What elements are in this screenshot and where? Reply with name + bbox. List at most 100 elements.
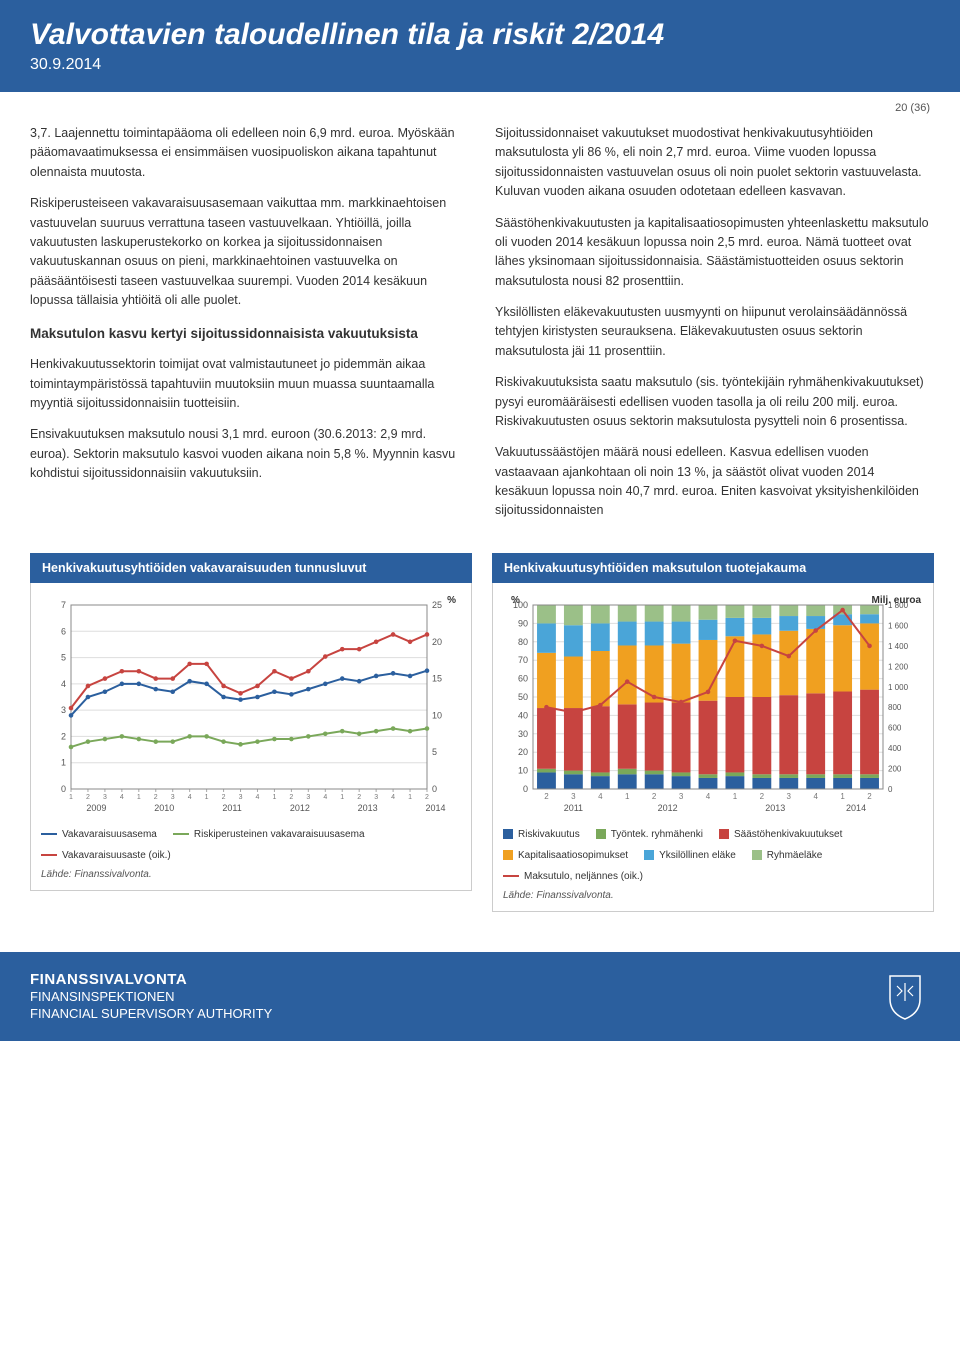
svg-text:6: 6 (61, 626, 66, 636)
left-column: 3,7. Laajennettu toimintapääoma oli edel… (30, 124, 465, 533)
svg-text:4: 4 (61, 679, 66, 689)
svg-text:4: 4 (706, 792, 711, 801)
svg-text:2009: 2009 (86, 803, 106, 813)
svg-text:0: 0 (61, 784, 66, 794)
legend-item: Ryhmäeläke (752, 850, 823, 861)
svg-text:5: 5 (432, 747, 437, 757)
svg-text:5: 5 (61, 652, 66, 662)
header-bar: Valvottavien taloudellinen tila ja riski… (0, 0, 960, 92)
svg-text:4: 4 (188, 794, 192, 801)
svg-text:20: 20 (518, 747, 528, 757)
svg-text:2013: 2013 (765, 803, 785, 813)
svg-text:1: 1 (625, 792, 630, 801)
svg-text:2010: 2010 (154, 803, 174, 813)
svg-text:3: 3 (239, 794, 243, 801)
svg-text:80: 80 (518, 637, 528, 647)
chart1-svg: 012345670510152025%123412341234123412341… (41, 593, 461, 823)
para: Riskivakuutuksista saatu maksutulo (sis.… (495, 373, 930, 431)
svg-text:2014: 2014 (425, 803, 445, 813)
legend-item: Säästöhenkivakuutukset (719, 829, 842, 840)
svg-text:2: 2 (652, 792, 657, 801)
svg-text:1: 1 (205, 794, 209, 801)
svg-text:2: 2 (61, 731, 66, 741)
chart2-source: Lähde: Finanssivalvonta. (503, 890, 923, 901)
svg-text:4: 4 (391, 794, 395, 801)
svg-text:3: 3 (61, 705, 66, 715)
legend-item: Kapitalisaatiosopimukset (503, 850, 628, 861)
legend-item: Riskivakuutus (503, 829, 580, 840)
svg-text:1: 1 (840, 792, 845, 801)
svg-text:3: 3 (679, 792, 684, 801)
charts-row: Henkivakuutusyhtiöiden vakavaraisuuden t… (0, 553, 960, 932)
svg-text:3: 3 (787, 792, 792, 801)
svg-text:4: 4 (120, 794, 124, 801)
svg-text:1: 1 (340, 794, 344, 801)
svg-text:0: 0 (432, 784, 437, 794)
svg-text:2: 2 (760, 792, 765, 801)
para: Yksilöllisten eläkevakuutusten uusmyynti… (495, 303, 930, 361)
svg-text:7: 7 (61, 600, 66, 610)
svg-text:2012: 2012 (658, 803, 678, 813)
chart1-legend: VakavaraisuusasemaRiskiperusteinen vakav… (41, 829, 461, 861)
svg-text:90: 90 (518, 618, 528, 628)
para: Vakuutussäästöjen määrä nousi edelleen. … (495, 443, 930, 521)
right-column: Sijoitussidonnaiset vakuutukset muodosti… (495, 124, 930, 533)
svg-text:1: 1 (733, 792, 738, 801)
svg-text:1 400: 1 400 (888, 642, 909, 651)
content-columns: 3,7. Laajennettu toimintapääoma oli edel… (0, 114, 960, 553)
legend-item: Riskiperusteinen vakavaraisuusasema (173, 829, 365, 840)
chart2-box: Henkivakuutusyhtiöiden maksutulon tuotej… (492, 553, 934, 912)
para: Riskiperusteiseen vakavaraisuusasemaan v… (30, 194, 465, 310)
chart2-title: Henkivakuutusyhtiöiden maksutulon tuotej… (492, 553, 934, 583)
para: 3,7. Laajennettu toimintapääoma oli edel… (30, 124, 465, 182)
svg-text:1 600: 1 600 (888, 621, 909, 630)
svg-text:2011: 2011 (222, 803, 241, 813)
svg-text:2: 2 (867, 792, 872, 801)
chart2-svg: 010203040506070809010002004006008001 000… (503, 593, 923, 823)
svg-text:1: 1 (69, 794, 73, 801)
svg-text:%: % (447, 595, 456, 606)
legend-item: Yksilöllinen eläke (644, 850, 736, 861)
chart2-area: 010203040506070809010002004006008001 000… (492, 583, 934, 912)
svg-text:50: 50 (518, 692, 528, 702)
page-date: 30.9.2014 (30, 56, 930, 74)
svg-text:1 200: 1 200 (888, 662, 909, 671)
svg-text:25: 25 (432, 600, 442, 610)
footer-l2: FINANSINSPEKTIONEN (30, 989, 272, 1006)
chart1-box: Henkivakuutusyhtiöiden vakavaraisuuden t… (30, 553, 472, 912)
svg-text:Milj. euroa: Milj. euroa (872, 595, 922, 606)
svg-text:2: 2 (154, 794, 158, 801)
svg-text:2: 2 (222, 794, 226, 801)
svg-text:1: 1 (408, 794, 412, 801)
legend-item: Maksutulo, neljännes (oik.) (503, 871, 643, 882)
svg-text:3: 3 (374, 794, 378, 801)
svg-text:60: 60 (518, 673, 528, 683)
svg-text:3: 3 (171, 794, 175, 801)
para: Henkivakuutussektorin toimijat ovat valm… (30, 355, 465, 413)
svg-text:2: 2 (289, 794, 293, 801)
svg-text:2013: 2013 (358, 803, 378, 813)
svg-text:200: 200 (888, 764, 902, 773)
page-title: Valvottavien taloudellinen tila ja riski… (30, 18, 930, 52)
svg-text:600: 600 (888, 723, 902, 732)
footer-l3: FINANCIAL SUPERVISORY AUTHORITY (30, 1006, 272, 1023)
para: Ensivakuutuksen maksutulo nousi 3,1 mrd.… (30, 425, 465, 483)
svg-text:1: 1 (61, 757, 66, 767)
para: Säästöhenkivakuutusten ja kapitalisaatio… (495, 214, 930, 292)
footer-logo: FINANSSIVALVONTA FINANSINSPEKTIONEN FINA… (30, 970, 272, 1023)
svg-text:2014: 2014 (846, 803, 866, 813)
svg-text:800: 800 (888, 703, 902, 712)
svg-text:1: 1 (137, 794, 141, 801)
svg-text:10: 10 (432, 710, 442, 720)
svg-text:2: 2 (357, 794, 361, 801)
svg-text:%: % (511, 595, 520, 606)
svg-text:3: 3 (103, 794, 107, 801)
svg-text:20: 20 (432, 637, 442, 647)
chart1-title: Henkivakuutusyhtiöiden vakavaraisuuden t… (30, 553, 472, 583)
coat-of-arms-icon (880, 971, 930, 1021)
svg-text:40: 40 (518, 710, 528, 720)
chart1-source: Lähde: Finanssivalvonta. (41, 869, 461, 880)
svg-text:2: 2 (86, 794, 90, 801)
legend-item: Vakavaraisuusaste (oik.) (41, 850, 171, 861)
svg-text:15: 15 (432, 673, 442, 683)
